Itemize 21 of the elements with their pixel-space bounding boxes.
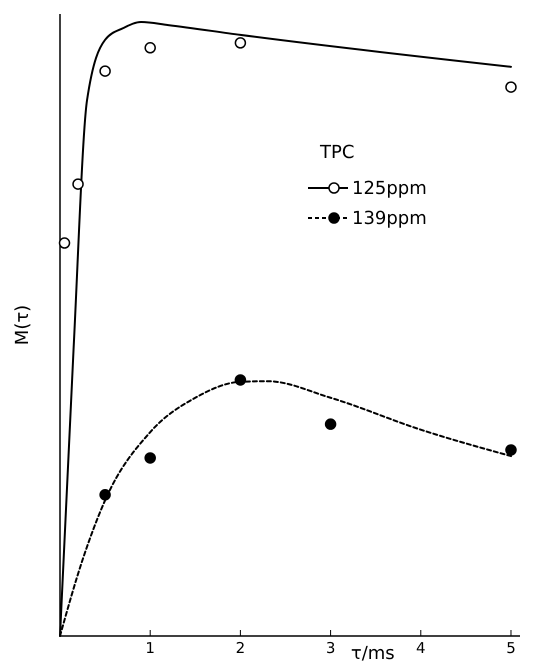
y-axis-title: M(τ) — [12, 304, 33, 346]
point — [324, 418, 336, 430]
point — [144, 42, 156, 54]
point — [505, 81, 517, 93]
point — [234, 37, 246, 49]
x-tick-label: 3 — [326, 639, 336, 657]
legend-label: 125ppm — [352, 178, 427, 199]
point — [144, 452, 156, 464]
legend-label: 139ppm — [352, 208, 427, 229]
x-tick-label: 1 — [145, 639, 155, 657]
point — [99, 65, 111, 77]
point — [72, 178, 84, 190]
x-axis-title: τ/ms — [350, 643, 395, 664]
point — [99, 489, 111, 501]
x-tick-label: 4 — [416, 639, 426, 657]
x-tick-label: 2 — [236, 639, 246, 657]
point — [234, 374, 246, 386]
point — [505, 444, 517, 456]
x-tick-label: 5 — [506, 639, 516, 657]
point — [58, 237, 70, 249]
legend-title: TPC — [319, 142, 354, 163]
